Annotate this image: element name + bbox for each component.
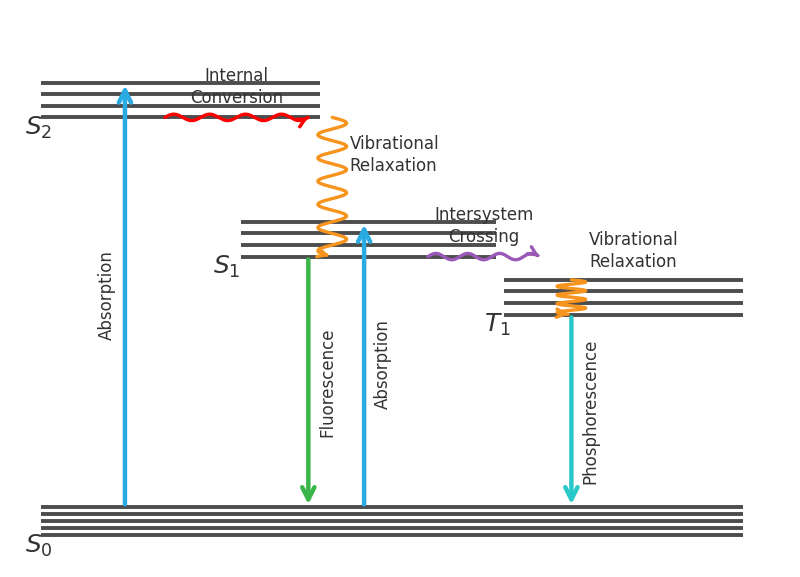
Text: Intersystem
Crossing: Intersystem Crossing	[434, 206, 534, 246]
Text: $S_1$: $S_1$	[213, 254, 240, 280]
Text: Absorption: Absorption	[374, 320, 392, 410]
Text: Absorption: Absorption	[98, 250, 115, 340]
Text: $T_1$: $T_1$	[484, 312, 510, 338]
Text: Phosphorescence: Phosphorescence	[581, 338, 599, 484]
Text: Vibrational
Relaxation: Vibrational Relaxation	[350, 135, 439, 175]
Text: Internal
Conversion: Internal Conversion	[190, 67, 283, 107]
Text: Vibrational
Relaxation: Vibrational Relaxation	[589, 231, 678, 271]
Text: $S_2$: $S_2$	[26, 115, 53, 141]
Text: $S_0$: $S_0$	[26, 533, 53, 559]
Text: Fluorescence: Fluorescence	[318, 327, 336, 437]
